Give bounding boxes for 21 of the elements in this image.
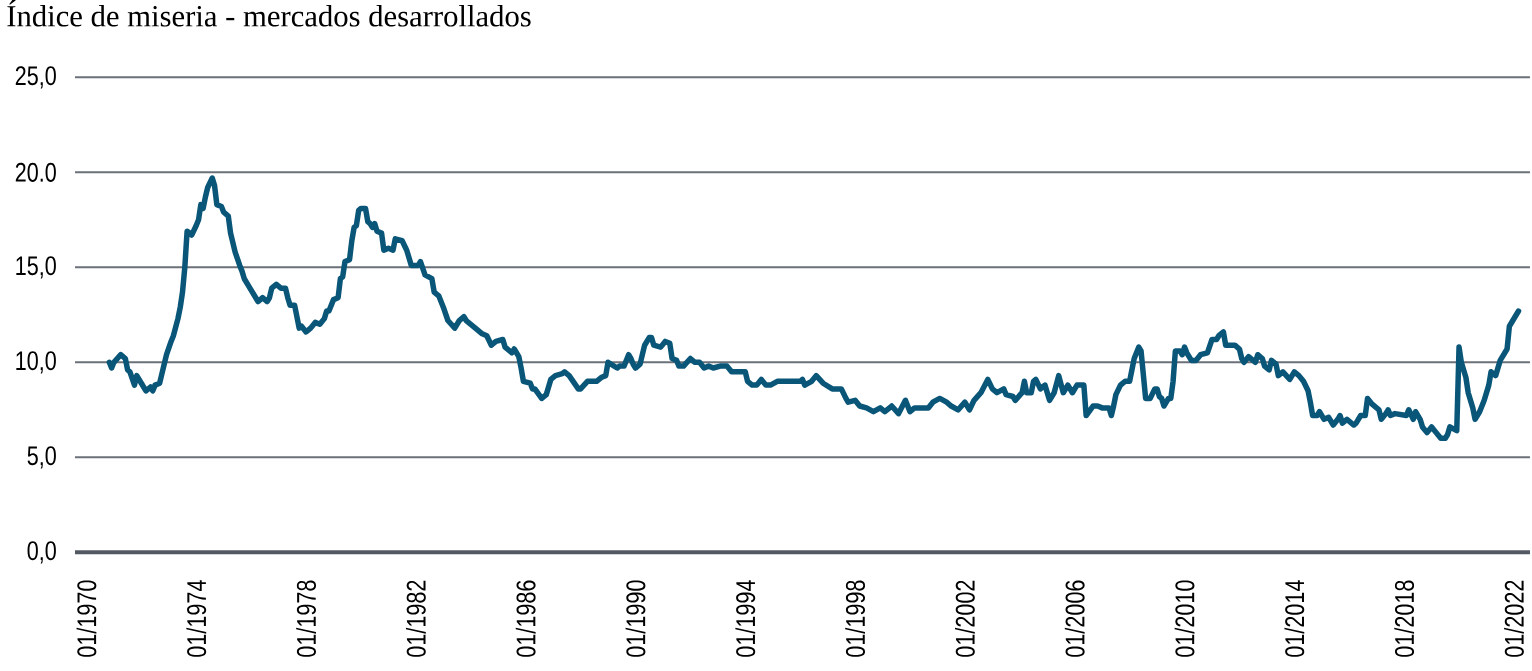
x-tick-label: 01/2022 bbox=[1504, 580, 1524, 657]
y-tick-label: 5,0 bbox=[27, 446, 56, 469]
x-tick-label: 01/1970 bbox=[76, 580, 97, 657]
x-tick-label: 01/2006 bbox=[1064, 580, 1085, 657]
chart-title: Índice de miseria - mercados desarrollados bbox=[7, 0, 531, 27]
x-tick-label: 01/1990 bbox=[625, 580, 646, 657]
y-tick-label: 20.0 bbox=[15, 162, 56, 182]
x-tick-label: 01/2002 bbox=[955, 580, 975, 657]
x-tick-label: 01/2014 bbox=[1284, 580, 1305, 657]
y-tick-label: 10,0 bbox=[16, 351, 56, 374]
x-tick-label: 01/1978 bbox=[296, 580, 316, 657]
x-tick-label: 01/1986 bbox=[515, 580, 536, 657]
x-tick-label: 01/2018 bbox=[1394, 580, 1415, 657]
x-tick-label: 01/1982 bbox=[405, 580, 426, 657]
y-tick-label: 15,0 bbox=[16, 256, 56, 279]
x-tick-label: 01/1998 bbox=[845, 580, 866, 657]
x-tick-label: 01/2010 bbox=[1174, 580, 1195, 657]
x-tick-label: 01/1974 bbox=[186, 580, 207, 657]
y-tick-label: 25,0 bbox=[15, 66, 56, 89]
y-tick-label: 0,0 bbox=[27, 541, 56, 564]
x-tick-label: 01/1994 bbox=[735, 580, 756, 657]
